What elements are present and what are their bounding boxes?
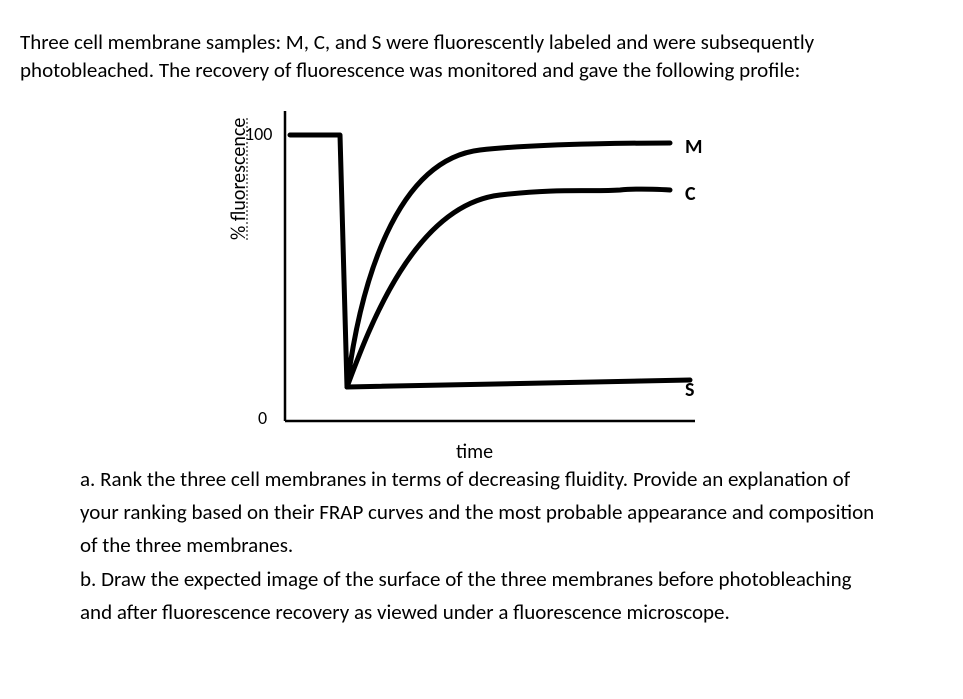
question-a-line2: your ranking based on their FRAP curves … (80, 498, 893, 527)
question-b-line1: b. Draw the expected image of the surfac… (80, 565, 893, 594)
question-b-line2: and after fluorescence recovery as viewe… (80, 598, 893, 627)
question-a-line3: of the three membranes. (80, 531, 893, 560)
label-m: M (685, 135, 702, 159)
label-s: S (685, 378, 694, 402)
frap-chart: % fluorescence 100 0 time M C S (20, 95, 933, 465)
chart-svg (220, 95, 740, 445)
intro-line1: Three cell membrane samples: M, C, and S… (20, 29, 814, 55)
curve-s (347, 380, 690, 387)
curve-m (290, 135, 670, 387)
page: Three cell membrane samples: M, C, and S… (0, 0, 963, 699)
label-c: C (685, 182, 696, 206)
question-a-line1: a. Rank the three cell membranes in term… (80, 465, 893, 494)
intro-text: Three cell membrane samples: M, C, and S… (20, 28, 933, 85)
intro-line2: photobleached. The recovery of fluoresce… (20, 57, 800, 83)
questions-block: a. Rank the three cell membranes in term… (20, 465, 933, 628)
